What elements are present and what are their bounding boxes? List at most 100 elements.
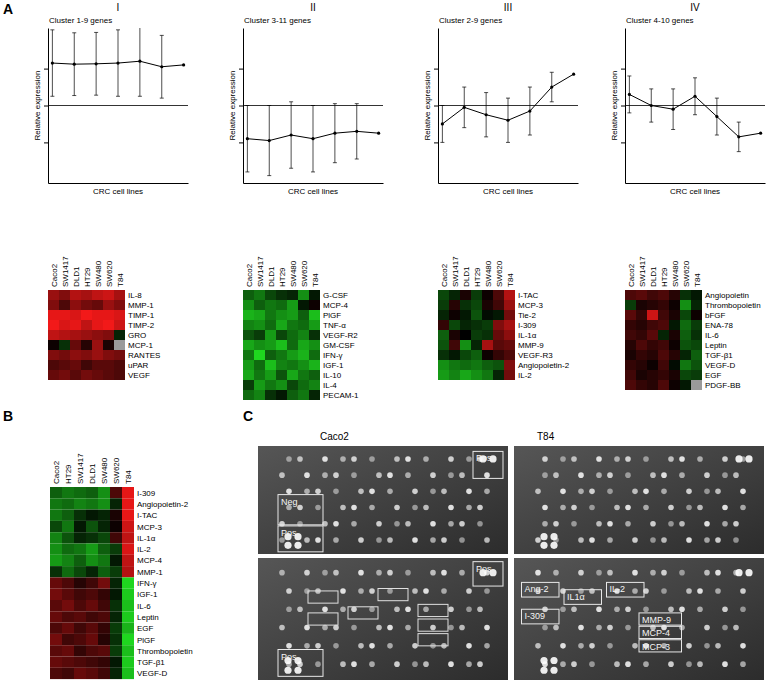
spot bbox=[704, 643, 710, 649]
data-point bbox=[572, 73, 575, 76]
spot bbox=[589, 505, 595, 511]
spot bbox=[448, 472, 454, 478]
column-label: Caco2 bbox=[627, 263, 636, 287]
data-point bbox=[759, 132, 762, 135]
spot bbox=[448, 521, 454, 527]
spots bbox=[279, 455, 496, 549]
heat-cell bbox=[287, 380, 298, 390]
error-bar bbox=[693, 78, 697, 115]
heat-cell bbox=[74, 544, 86, 555]
heat-cell bbox=[460, 350, 471, 360]
heat-cell bbox=[287, 340, 298, 350]
data-point bbox=[290, 133, 293, 136]
heat-cell bbox=[298, 330, 309, 340]
spot bbox=[704, 570, 710, 576]
spot bbox=[715, 537, 721, 543]
spot bbox=[697, 661, 703, 667]
heatmap: Caco2SW1417DLD1HT29SW480SW620T84I-TACMCP… bbox=[438, 256, 570, 380]
heat-cell bbox=[449, 360, 460, 370]
heat-cell bbox=[276, 320, 287, 330]
heat-cell bbox=[449, 320, 460, 330]
spot bbox=[643, 489, 649, 495]
row-label: IL-1α bbox=[137, 534, 156, 543]
heat-cell bbox=[658, 310, 669, 320]
spot bbox=[571, 661, 577, 667]
row-label: MMP-1 bbox=[128, 301, 154, 310]
plot-marks bbox=[440, 72, 575, 142]
spot bbox=[333, 643, 339, 649]
spot bbox=[423, 588, 429, 594]
heat-cell bbox=[62, 634, 74, 645]
row-label: PECAM-1 bbox=[323, 391, 359, 400]
heat-cell bbox=[309, 370, 320, 380]
heat-cell bbox=[98, 589, 110, 600]
row-label: Tie-2 bbox=[518, 311, 536, 320]
data-point bbox=[333, 132, 336, 135]
heat-cell bbox=[81, 300, 92, 310]
spot bbox=[304, 489, 310, 495]
spot bbox=[466, 505, 472, 511]
spot bbox=[351, 456, 357, 462]
heat-cell bbox=[86, 555, 98, 566]
spot bbox=[394, 456, 400, 462]
spot bbox=[540, 657, 547, 664]
heat-cell bbox=[438, 300, 449, 310]
spot bbox=[740, 606, 746, 612]
panel-label: I bbox=[117, 2, 120, 13]
spot bbox=[571, 505, 577, 511]
spot bbox=[369, 489, 375, 495]
spot bbox=[376, 625, 382, 631]
heat-cell bbox=[625, 340, 636, 350]
spot bbox=[477, 606, 483, 612]
column-label: T84 bbox=[124, 470, 133, 484]
heat-cell bbox=[691, 380, 702, 390]
spots bbox=[535, 455, 752, 549]
row-label: VEGF-R3 bbox=[518, 351, 553, 360]
heat-cell bbox=[298, 380, 309, 390]
heat-cell bbox=[265, 290, 276, 300]
spot bbox=[686, 661, 692, 667]
axis-line bbox=[626, 183, 766, 184]
heat-cell bbox=[50, 521, 62, 532]
y-axis bbox=[621, 29, 626, 184]
row-label: MCP-4 bbox=[137, 556, 162, 565]
row-label: IGF-1 bbox=[137, 590, 158, 599]
spot bbox=[679, 570, 685, 576]
heat-cell bbox=[482, 370, 493, 380]
heat-cell bbox=[493, 320, 504, 330]
spot bbox=[679, 521, 685, 527]
spot bbox=[632, 570, 638, 576]
spot bbox=[484, 472, 490, 478]
heat-cell bbox=[298, 350, 309, 360]
spot bbox=[560, 606, 566, 612]
heat-cell bbox=[110, 532, 122, 543]
heat-cell bbox=[59, 320, 70, 330]
spot bbox=[625, 625, 631, 631]
spot bbox=[351, 625, 357, 631]
heat-cell bbox=[471, 350, 482, 360]
spot bbox=[550, 657, 557, 664]
spot bbox=[405, 606, 411, 612]
heat-cell bbox=[636, 350, 647, 360]
heat-cell bbox=[70, 360, 81, 370]
spot bbox=[650, 472, 656, 478]
image-label: Pos bbox=[476, 564, 492, 574]
heat-cell bbox=[309, 380, 320, 390]
heat-cell bbox=[74, 634, 86, 645]
heat-cell bbox=[98, 645, 110, 656]
heat-cell bbox=[265, 340, 276, 350]
spot bbox=[686, 489, 692, 495]
heat-cell bbox=[98, 634, 110, 645]
spot bbox=[735, 569, 742, 576]
heat-cell bbox=[48, 340, 59, 350]
y-axis bbox=[239, 29, 244, 184]
error-bar bbox=[116, 30, 120, 96]
spot bbox=[632, 588, 638, 594]
heat-cell bbox=[86, 544, 98, 555]
highlight-box bbox=[607, 582, 645, 597]
spot bbox=[643, 661, 649, 667]
heat-cell bbox=[669, 350, 680, 360]
spot bbox=[668, 521, 674, 527]
heat-cell bbox=[669, 370, 680, 380]
spot bbox=[315, 661, 321, 667]
